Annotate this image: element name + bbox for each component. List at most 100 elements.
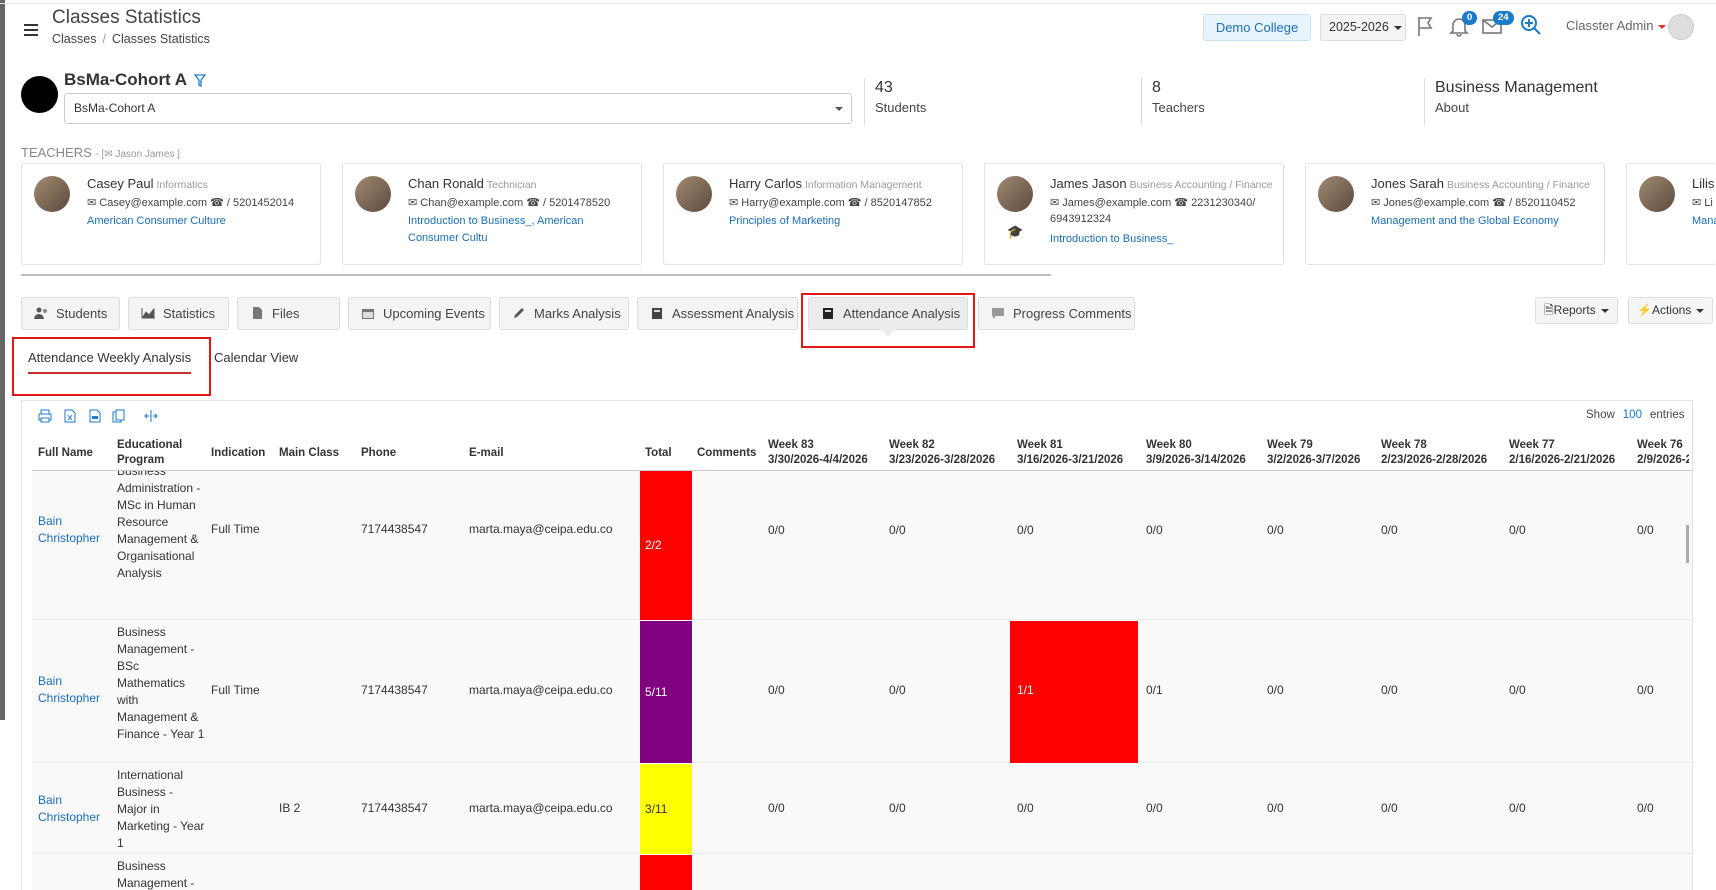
col-educational-program[interactable]: Educational Program — [117, 439, 183, 466]
col-week[interactable]: Week 82 3/23/2026-3/28/2026 — [889, 438, 995, 468]
book-icon — [823, 308, 833, 319]
teacher-courses[interactable]: Management and the Global Economy — [1371, 215, 1559, 227]
teachers-heading: TEACHERS - [✉ Jason James ] — [21, 145, 180, 160]
col-week[interactable]: Week 76 2/9/2026-2/14/2026 — [1637, 438, 1689, 468]
table-row[interactable] — [32, 621, 1692, 763]
week-cell: 0/0 — [1146, 523, 1163, 537]
cards-scrollbar[interactable] — [21, 274, 1051, 276]
college-button[interactable]: Demo College — [1203, 14, 1311, 41]
zoom-in-icon[interactable] — [1520, 14, 1542, 36]
teacher-card[interactable]: Jones Sarah Business Accounting / Finance… — [1305, 163, 1605, 265]
col-week[interactable]: Week 77 2/16/2026-2/21/2026 — [1509, 438, 1615, 468]
flag-icon[interactable] — [1415, 15, 1437, 37]
program-cell: International Business - Major in Market… — [117, 768, 205, 850]
col-main-class[interactable]: Main Class — [279, 447, 340, 459]
week-cell: 0/0 — [889, 801, 906, 815]
tab-statistics[interactable]: Statistics — [128, 297, 229, 330]
entries-label: entries — [1649, 409, 1685, 421]
teacher-courses[interactable]: Principles of Marketing — [729, 215, 841, 227]
table-row[interactable] — [32, 764, 1692, 854]
student-name-link[interactable]: Bain Christopher — [38, 674, 101, 705]
avatar[interactable] — [1668, 14, 1694, 40]
teacher-card[interactable]: Casey Paul Informatics ✉ Casey@example.co… — [21, 163, 321, 265]
tab-students[interactable]: Students — [21, 297, 120, 330]
tab-upcoming-events[interactable]: Upcoming Events — [348, 297, 491, 330]
file-icon — [253, 307, 262, 319]
phone-cell: 7174438547 — [361, 801, 428, 815]
copy-icon[interactable] — [112, 409, 126, 423]
week-cell: 0/0 — [1381, 523, 1398, 537]
week-cell: 0/0 — [768, 801, 785, 815]
main-class-cell: IB 2 — [279, 801, 301, 815]
teacher-courses[interactable]: Mana — [1692, 215, 1716, 227]
week-label: Week 82 — [889, 439, 935, 451]
tab-progress-comments[interactable]: Progress Comments — [978, 297, 1135, 330]
subtab-calendar-view[interactable]: Calendar View — [214, 350, 299, 365]
teacher-name: James Jason Business Accounting / Finance — [1050, 176, 1273, 191]
teacher-name-text: James Jason — [1050, 176, 1127, 191]
teacher-dept: Business Accounting / Finance — [1129, 179, 1273, 191]
tab-marks-analysis[interactable]: Marks Analysis — [499, 297, 629, 330]
teacher-courses[interactable]: Introduction to Business_ — [1050, 233, 1174, 245]
table-scrollbar[interactable] — [1686, 525, 1689, 563]
tab-files[interactable]: Files — [237, 297, 340, 330]
week-cell: 0/0 — [1017, 801, 1034, 815]
teacher-card[interactable]: Lilis ✉ Li Mana — [1626, 163, 1716, 265]
col-full-name[interactable]: Full Name — [38, 447, 93, 459]
teacher-contact: ✉ James@example.com ☎ 2231230340/ 694391… — [1050, 197, 1256, 225]
program-cell: Business Management - BSc Mathematics wi… — [117, 625, 205, 741]
program-cell: Business Administration - MSc in Human R… — [117, 471, 205, 620]
teacher-photo — [1639, 176, 1675, 212]
entries-select[interactable]: 100 — [1622, 409, 1642, 421]
entries-control: Show 100 entries — [1586, 409, 1685, 421]
student-name-link[interactable]: Bain Christopher — [38, 514, 101, 545]
table-row[interactable] — [32, 855, 1692, 890]
actions-button[interactable]: ⚡Actions — [1628, 297, 1714, 324]
col-week[interactable]: Week 78 2/23/2026-2/28/2026 — [1381, 438, 1487, 468]
bell-icon[interactable] — [1448, 15, 1470, 37]
teacher-contact: ✉ Jones@example.com ☎ / 8520110452 — [1371, 197, 1576, 209]
col-comments[interactable]: Comments — [697, 447, 757, 459]
csv-icon[interactable] — [88, 409, 102, 423]
table-panel — [21, 400, 1693, 890]
teacher-card[interactable]: Harry Carlos Information Management ✉ Har… — [663, 163, 963, 265]
filter-icon[interactable] — [194, 74, 206, 87]
col-phone[interactable]: Phone — [361, 447, 397, 459]
user-menu[interactable]: Classter Admin — [1566, 18, 1667, 33]
col-email[interactable]: E-mail — [469, 447, 504, 459]
show-label: Show — [1586, 409, 1615, 421]
top-divider — [0, 3, 1716, 4]
cohort-select[interactable]: BsMa-Cohort A — [64, 93, 852, 124]
tab-attendance-analysis[interactable]: Attendance Analysis — [808, 297, 968, 337]
print-icon[interactable] — [38, 409, 52, 423]
teacher-contact: ✉ Harry@example.com ☎ / 8520147852 — [729, 197, 932, 209]
week-label: Week 81 — [1017, 439, 1063, 451]
subtab-attendance-weekly[interactable]: Attendance Weekly Analysis — [28, 350, 192, 374]
col-week[interactable]: Week 79 3/2/2026-3/7/2026 — [1267, 438, 1360, 468]
student-name-link[interactable]: Bain Christopher — [38, 793, 101, 824]
chevron-down-icon — [1393, 25, 1402, 30]
breadcrumb-classes[interactable]: Classes — [52, 32, 97, 46]
reports-button[interactable]: 🗎Reports — [1535, 297, 1618, 324]
teacher-courses[interactable]: American Consumer Culture — [87, 215, 226, 227]
col-week[interactable]: Week 80 3/9/2026-3/14/2026 — [1146, 438, 1246, 468]
col-total[interactable]: Total — [645, 447, 672, 459]
columns-icon[interactable] — [144, 409, 158, 423]
book-icon — [652, 308, 662, 319]
col-week[interactable]: Week 83 3/30/2026-4/4/2026 — [768, 438, 868, 468]
week-cell: 0/0 — [1509, 801, 1526, 815]
teacher-courses[interactable]: Introduction to Business_, American Cons… — [408, 215, 584, 244]
bolt-icon: ⚡ — [1637, 303, 1652, 317]
week-range: 2/16/2026-2/21/2026 — [1509, 454, 1616, 466]
col-week[interactable]: Week 81 3/16/2026-3/21/2026 — [1017, 438, 1123, 468]
col-indication[interactable]: Indication — [211, 447, 266, 459]
year-select[interactable]: 2025-2026 — [1320, 14, 1406, 41]
teacher-card[interactable]: 🎓 James Jason Business Accounting / Finan… — [984, 163, 1284, 265]
table-row[interactable] — [32, 471, 1692, 620]
tab-assessment-analysis[interactable]: Assessment Analysis — [637, 297, 798, 330]
area-chart-icon — [141, 307, 155, 319]
teacher-card[interactable]: Chan Ronald Technician ✉ Chan@example.com… — [342, 163, 642, 265]
excel-icon[interactable] — [63, 409, 77, 423]
menu-icon[interactable] — [24, 24, 38, 39]
week-label: Week 79 — [1267, 439, 1313, 451]
